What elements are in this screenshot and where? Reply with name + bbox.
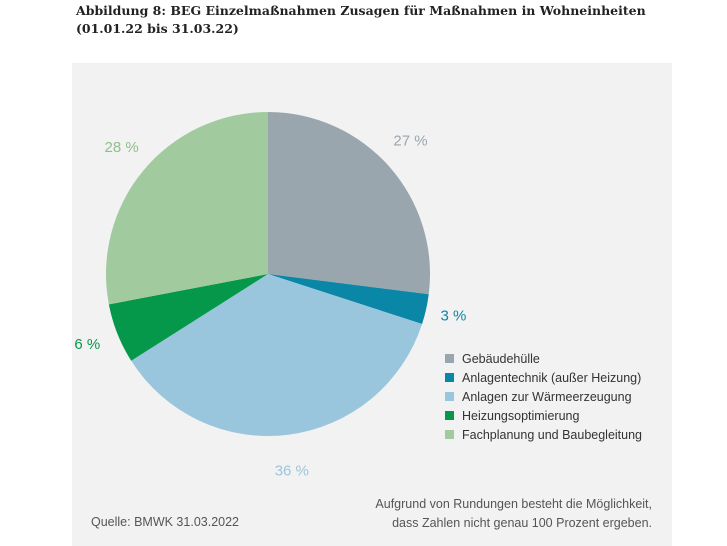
pie-slice: [131, 274, 423, 437]
legend-item: Heizungsoptimierung: [445, 406, 642, 425]
slice-value-label: 3 %: [440, 307, 466, 324]
pie-slice: [108, 274, 268, 361]
pie-slice: [105, 112, 268, 305]
pie-chart: 27 % 3 % 36 % 6 % 28 %: [74, 112, 466, 480]
legend-label: Anlagentechnik (außer Heizung): [462, 370, 642, 385]
legend-item: Anlagen zur Wärmeerzeugung: [445, 387, 642, 406]
legend-swatch: [445, 373, 454, 382]
legend-label: Heizungsoptimierung: [462, 408, 580, 423]
rounding-note: Aufgrund von Rundungen besteht die Mögli…: [375, 495, 652, 533]
source-note: Quelle: BMWK 31.03.2022: [91, 515, 239, 529]
legend: Gebäudehülle Anlagentechnik (außer Heizun…: [445, 349, 642, 444]
legend-swatch: [445, 354, 454, 363]
legend-swatch: [445, 392, 454, 401]
legend-item: Anlagentechnik (außer Heizung): [445, 368, 642, 387]
figure-caption: Abbildung 8: BEG Einzelmaßnahmen Zusagen…: [76, 3, 646, 36]
legend-swatch: [445, 411, 454, 420]
rounding-note-line-2: dass Zahlen nicht genau 100 Prozent erge…: [392, 516, 652, 530]
legend-label: Fachplanung und Baubegleitung: [462, 427, 643, 442]
legend-item: Gebäudehülle: [445, 349, 642, 368]
slice-value-label: 27 %: [393, 132, 427, 149]
legend-swatch: [445, 430, 454, 439]
slice-value-label: 28 %: [105, 139, 139, 156]
rounding-note-line-1: Aufgrund von Rundungen besteht die Mögli…: [375, 497, 652, 511]
legend-label: Gebäudehülle: [462, 351, 540, 366]
pie-slice: [268, 112, 431, 295]
slice-value-label: 36 %: [275, 463, 309, 480]
pie-slice: [268, 274, 429, 325]
slice-value-label: 6 %: [74, 336, 100, 353]
chart-panel: 27 % 3 % 36 % 6 % 28 % Gebäudehülle Anlagente…: [72, 63, 672, 546]
legend-item: Fachplanung und Baubegleitung: [445, 425, 642, 444]
legend-label: Anlagen zur Wärmeerzeugung: [462, 389, 632, 404]
